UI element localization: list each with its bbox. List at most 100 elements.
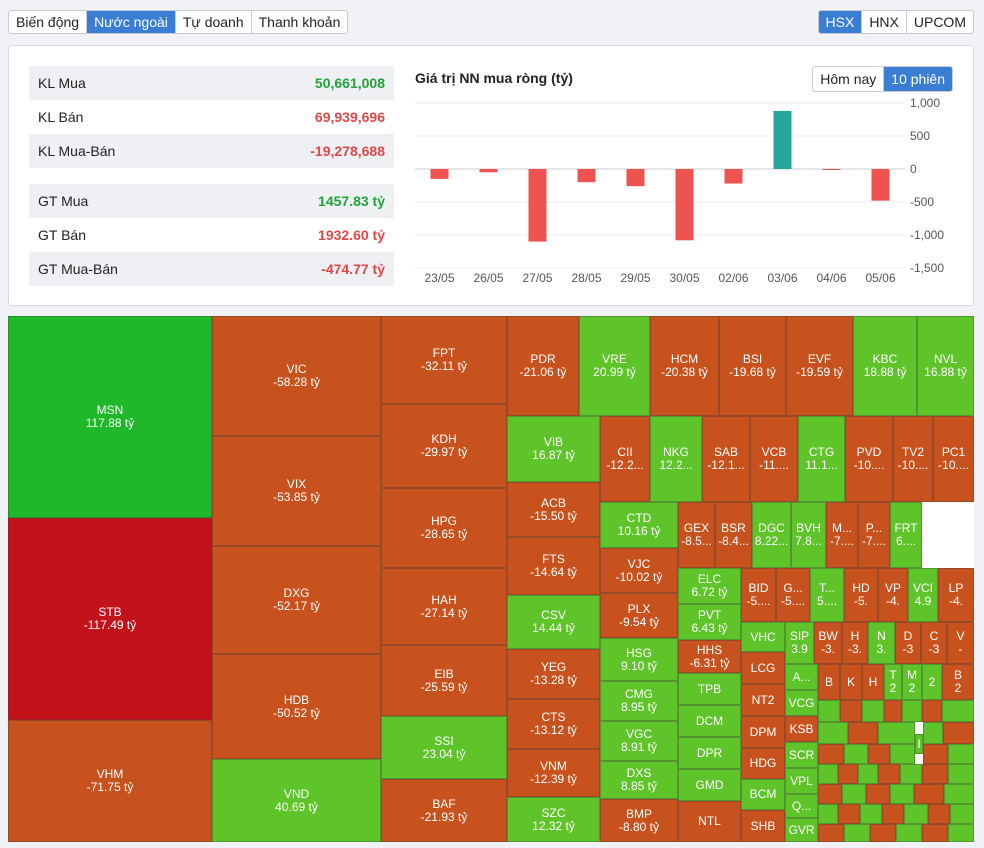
heatmap-tile-shb[interactable]: SHB [741,810,785,842]
heatmap-tile-small[interactable] [848,722,878,744]
heatmap-tile-scr[interactable]: SCR [785,742,818,768]
bar-03-06[interactable] [773,110,792,169]
bar-02-06[interactable] [724,169,743,184]
heatmap-tile-dpm[interactable]: DPM [741,716,785,748]
heatmap-tile-small[interactable] [866,784,890,804]
heatmap-tile-sab[interactable]: SAB -12.1... [702,416,750,502]
heatmap-tile-small[interactable] [860,804,882,824]
heatmap-tile-bsi[interactable]: BSI -19.68 tỷ [719,316,786,416]
heatmap-tile-small[interactable] [818,744,844,764]
heatmap-tile-small[interactable] [818,722,848,744]
bar-04-06[interactable] [822,169,841,170]
heatmap-tile-vhm[interactable]: VHM -71.75 tỷ [8,720,212,842]
heatmap-tile-small[interactable] [923,744,948,764]
heatmap-tile-cii[interactable]: CII -12.2... [600,416,650,502]
heatmap-tile-2[interactable]: 2 [922,664,942,700]
heatmap-tile-small[interactable] [890,744,915,764]
heatmap-tile-small[interactable] [948,764,974,784]
heatmap-tile-small[interactable] [923,722,943,744]
heatmap-tile-vcg[interactable]: VCG [785,690,818,716]
heatmap-tile-vgc[interactable]: VGC 8.91 tỷ [600,721,678,761]
bar-29-05[interactable] [626,169,645,187]
heatmap-tile-gmd[interactable]: GMD [678,769,741,801]
heatmap-tile-small[interactable] [818,764,838,784]
heatmap-tile-bmp[interactable]: BMP -8.80 tỷ [600,799,678,842]
heatmap-tile-msn[interactable]: MSN 117.88 tỷ [8,316,212,518]
heatmap-tile-baf[interactable]: BAF -21.93 tỷ [381,779,507,842]
heatmap-tile-szc[interactable]: SZC 12.32 tỷ [507,797,600,842]
bar-27-05[interactable] [528,169,547,242]
heatmap-tile-vre[interactable]: VRE 20.99 tỷ [579,316,650,416]
heatmap-tile-cmg[interactable]: CMG 8.95 tỷ [600,681,678,721]
heatmap-tile-pdr[interactable]: PDR -21.06 tỷ [507,316,579,416]
heatmap-tile-fpt[interactable]: FPT -32.11 tỷ [381,316,507,404]
heatmap-tile-vib[interactable]: VIB 16.87 tỷ [507,416,600,482]
heatmap-tile-vic[interactable]: VIC -58.28 tỷ [212,316,381,436]
heatmap-tile-vhc[interactable]: VHC [741,622,785,652]
heatmap-tile-kbc[interactable]: KBC 18.88 tỷ [853,316,917,416]
heatmap-tile-plx[interactable]: PLX -9.54 tỷ [600,593,678,638]
heatmap-tile-vjc[interactable]: VJC -10.02 tỷ [600,548,678,593]
heatmap-tile-hsg[interactable]: HSG 9.10 tỷ [600,638,678,681]
heatmap-tile-small[interactable] [922,824,948,842]
heatmap-tile-small[interactable] [884,700,902,722]
heatmap-tile-gex[interactable]: GEX -8.5... [678,502,715,568]
heatmap-tile-small[interactable] [914,784,944,804]
heatmap-tile-bid[interactable]: BID -5.... [741,568,776,622]
heatmap-tile-bw[interactable]: BW -3. [814,622,842,664]
heatmap-tile-vp[interactable]: VP -4. [878,568,908,622]
heatmap-tile-i[interactable]: I [915,734,923,754]
heatmap-tile-nvl[interactable]: NVL 16.88 tỷ [917,316,974,416]
heatmap-tile-nt2[interactable]: NT2 [741,684,785,716]
heatmap-tile-small[interactable] [858,764,878,784]
heatmap-tile-lp[interactable]: LP -4. [938,568,974,622]
heatmap-tile-small[interactable] [838,764,858,784]
heatmap-tile-v[interactable]: V- [947,622,974,664]
heatmap-tile-dxs[interactable]: DXS 8.85 tỷ [600,761,678,799]
tab-tu-doanh[interactable]: Tự doanh [176,11,252,33]
heatmap-tile-hdg[interactable]: HDG [741,748,785,779]
heatmap-tile-yeg[interactable]: YEG -13.28 tỷ [507,649,600,699]
tab-hom-nay[interactable]: Hôm nay [813,67,885,91]
heatmap-tile-nkg[interactable]: NKG 12.2... [650,416,702,502]
tab-10-phien[interactable]: 10 phiên [884,67,952,91]
heatmap-tile-p[interactable]: P... -7.... [858,502,890,568]
tab-upcom[interactable]: UPCOM [913,14,966,30]
heatmap-tile-vnd[interactable]: VND 40.69 tỷ [212,759,381,842]
heatmap-tile-vix[interactable]: VIX -53.85 tỷ [212,436,381,546]
heatmap-tile-dcm[interactable]: DCM [678,705,741,737]
heatmap-tile-small[interactable] [942,700,974,722]
heatmap-tile-small[interactable] [818,700,840,722]
heatmap-tile-small[interactable] [844,824,870,842]
heatmap-tile-lcg[interactable]: LCG [741,652,785,684]
heatmap-tile-small[interactable] [948,744,974,764]
heatmap-tile-small[interactable] [950,804,974,824]
tab-hsx[interactable]: HSX [818,11,863,33]
heatmap-tile-c[interactable]: C -3 [921,622,947,664]
bar-30-05[interactable] [675,169,694,241]
heatmap-tile-q[interactable]: Q... [785,794,818,818]
heatmap-tile-small[interactable] [882,804,904,824]
heatmap-tile-small[interactable] [902,700,922,722]
heatmap-tile-eib[interactable]: EIB -25.59 tỷ [381,645,507,716]
heatmap-tile-small[interactable] [922,700,942,722]
heatmap-tile-small[interactable] [928,804,950,824]
heatmap-tile-small[interactable] [922,764,948,784]
heatmap-tile-hah[interactable]: HAH -27.14 tỷ [381,568,507,645]
heatmap-tile-elc[interactable]: ELC 6.72 tỷ [678,568,741,604]
heatmap-tile-pvt[interactable]: PVT 6.43 tỷ [678,604,741,640]
heatmap-tile-stb[interactable]: STB -117.49 tỷ [8,518,212,720]
heatmap-tile-d[interactable]: D -3 [895,622,921,664]
heatmap-tile-vci[interactable]: VCI 4.9 [908,568,938,622]
heatmap-tile-pc1[interactable]: PC1 -10.... [933,416,974,502]
bar-23-05[interactable] [430,169,449,179]
tab-nuoc-ngoai[interactable]: Nước ngoài [87,11,176,33]
heatmap-tile-dpr[interactable]: DPR [678,737,741,769]
heatmap-tile-evf[interactable]: EVF -19.59 tỷ [786,316,853,416]
heatmap-tile-t[interactable]: T... 5.... [810,568,844,622]
heatmap-tile-small[interactable] [878,722,915,744]
heatmap-tile-small[interactable] [896,824,922,842]
